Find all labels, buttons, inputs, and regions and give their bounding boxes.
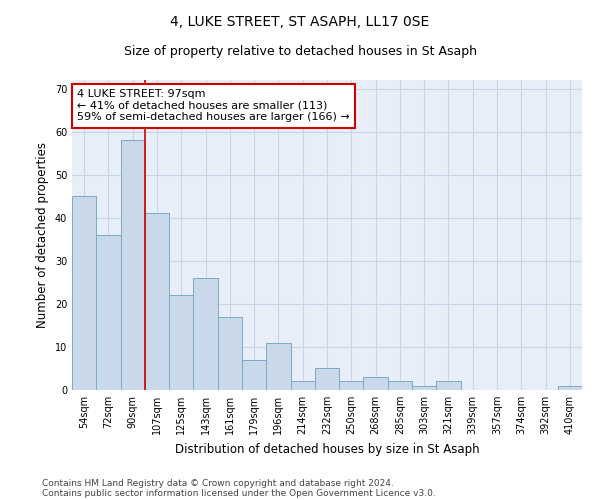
Bar	[193, 278, 218, 390]
Bar	[121, 140, 145, 390]
Bar	[339, 382, 364, 390]
Text: 4 LUKE STREET: 97sqm
← 41% of detached houses are smaller (113)
59% of semi-deta: 4 LUKE STREET: 97sqm ← 41% of detached h…	[77, 90, 350, 122]
X-axis label: Distribution of detached houses by size in St Asaph: Distribution of detached houses by size …	[175, 442, 479, 456]
Bar	[169, 296, 193, 390]
Bar	[218, 317, 242, 390]
Text: Contains public sector information licensed under the Open Government Licence v3: Contains public sector information licen…	[42, 488, 436, 498]
Text: Contains HM Land Registry data © Crown copyright and database right 2024.: Contains HM Land Registry data © Crown c…	[42, 478, 394, 488]
Bar	[558, 386, 582, 390]
Bar	[315, 368, 339, 390]
Bar	[388, 382, 412, 390]
Bar	[290, 382, 315, 390]
Bar	[412, 386, 436, 390]
Bar	[364, 377, 388, 390]
Bar	[72, 196, 96, 390]
Text: Size of property relative to detached houses in St Asaph: Size of property relative to detached ho…	[124, 45, 476, 58]
Bar	[96, 235, 121, 390]
Bar	[242, 360, 266, 390]
Y-axis label: Number of detached properties: Number of detached properties	[36, 142, 49, 328]
Bar	[145, 214, 169, 390]
Text: 4, LUKE STREET, ST ASAPH, LL17 0SE: 4, LUKE STREET, ST ASAPH, LL17 0SE	[170, 15, 430, 29]
Bar	[436, 382, 461, 390]
Bar	[266, 342, 290, 390]
